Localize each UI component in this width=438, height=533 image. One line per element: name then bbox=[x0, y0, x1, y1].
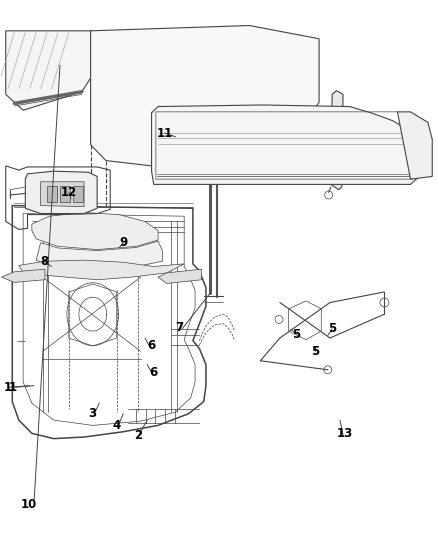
Text: 6: 6 bbox=[150, 366, 158, 379]
Text: 7: 7 bbox=[175, 321, 183, 334]
Text: 3: 3 bbox=[88, 407, 96, 420]
Text: 1: 1 bbox=[4, 381, 12, 394]
Polygon shape bbox=[6, 31, 104, 110]
Text: 6: 6 bbox=[148, 340, 155, 352]
Text: 5: 5 bbox=[328, 322, 336, 335]
Polygon shape bbox=[25, 171, 97, 214]
Polygon shape bbox=[397, 112, 432, 179]
Polygon shape bbox=[19, 260, 184, 280]
Text: 8: 8 bbox=[40, 255, 48, 268]
Polygon shape bbox=[331, 91, 343, 190]
Text: 11: 11 bbox=[156, 126, 173, 140]
Text: 1: 1 bbox=[8, 381, 16, 394]
Text: 5: 5 bbox=[292, 328, 300, 341]
Text: 12: 12 bbox=[61, 186, 77, 199]
Polygon shape bbox=[47, 186, 57, 202]
Polygon shape bbox=[36, 241, 162, 270]
Text: 4: 4 bbox=[113, 419, 121, 432]
Polygon shape bbox=[41, 182, 84, 207]
Polygon shape bbox=[60, 186, 70, 202]
Text: 2: 2 bbox=[134, 430, 142, 442]
Text: 5: 5 bbox=[311, 345, 319, 358]
Polygon shape bbox=[12, 206, 206, 439]
Text: 13: 13 bbox=[337, 427, 353, 440]
Polygon shape bbox=[32, 213, 158, 249]
Polygon shape bbox=[158, 269, 201, 284]
Polygon shape bbox=[152, 105, 419, 184]
Text: 9: 9 bbox=[119, 236, 127, 249]
Polygon shape bbox=[1, 269, 45, 282]
Polygon shape bbox=[91, 26, 319, 166]
Polygon shape bbox=[73, 186, 83, 202]
Text: 10: 10 bbox=[20, 498, 36, 511]
